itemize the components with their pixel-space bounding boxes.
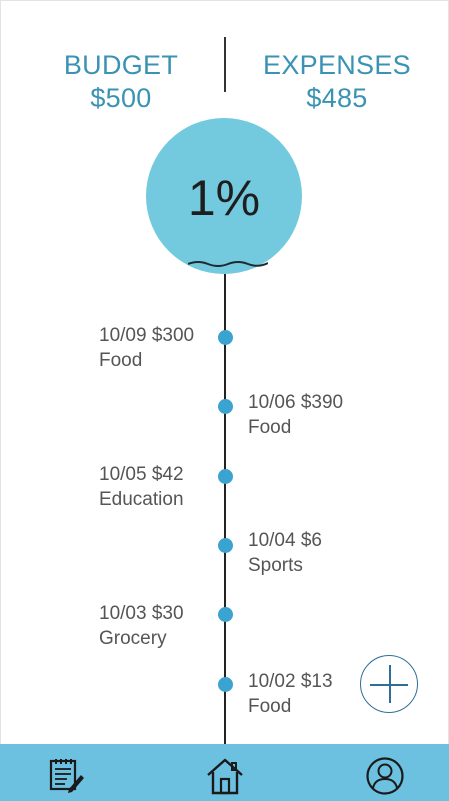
entry-date-amount: 10/02 $13 [248,671,333,692]
gauge-percent: 1% [187,170,261,226]
entry-category: Food [99,350,143,371]
expenses-amount: $485 [306,83,368,113]
entry-category: Education [99,489,184,510]
budget-label: BUDGET [63,50,179,80]
notepad-pencil-icon [49,759,84,793]
budget-summary: BUDGET $500 [21,49,221,115]
wave-icon [188,261,268,267]
timeline-dot[interactable] [218,330,233,345]
entry-date-amount: 10/04 $6 [248,530,322,551]
entry-date-amount: 10/09 $300 [99,325,195,346]
entry-category: Sports [248,555,303,576]
entry-category: Food [248,417,292,438]
entry-category: Food [248,696,292,717]
timeline-axis [224,274,226,746]
timeline-entry[interactable]: 10/02 $13 Food [248,669,333,719]
home-icon [207,758,243,795]
user-profile-icon [366,757,404,795]
add-expense-button[interactable] [360,655,418,713]
header-divider [224,37,226,92]
tab-profile[interactable] [336,744,426,801]
timeline-entry[interactable]: 10/05 $42 Education [99,462,184,512]
tab-home[interactable] [178,744,268,801]
timeline-dot[interactable] [218,469,233,484]
bottom-tab-bar [0,744,449,801]
timeline-dot[interactable] [218,607,233,622]
expenses-summary: EXPENSES $485 [237,49,437,115]
budget-amount: $500 [90,83,152,113]
timeline-entry[interactable]: 10/06 $390 Food [248,390,343,440]
entry-date-amount: 10/06 $390 [248,392,344,413]
expenses-label: EXPENSES [263,50,411,80]
budget-gauge: 1% [146,118,302,274]
entry-date-amount: 10/05 $42 [99,464,184,485]
timeline-entry[interactable]: 10/09 $300 Food [99,323,194,373]
timeline-entry[interactable]: 10/03 $30 Grocery [99,601,184,651]
entry-date-amount: 10/03 $30 [99,603,184,624]
entry-category: Grocery [99,628,167,649]
timeline-dot[interactable] [218,538,233,553]
tab-expenses-list[interactable] [20,744,110,801]
timeline-dot[interactable] [218,399,233,414]
timeline-entry[interactable]: 10/04 $6 Sports [248,528,322,578]
timeline-dot[interactable] [218,677,233,692]
